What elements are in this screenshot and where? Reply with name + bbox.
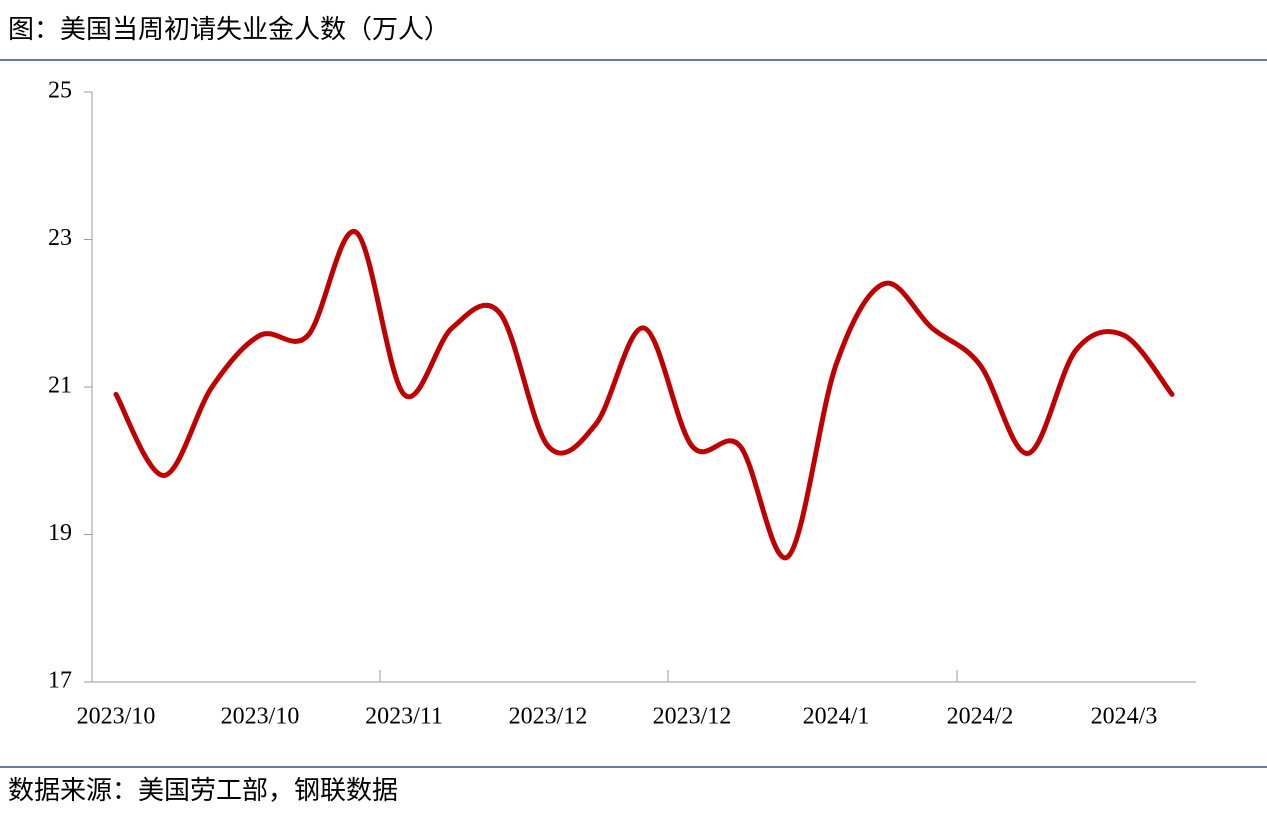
x-tick-label: 2023/12 bbox=[509, 704, 588, 730]
x-tick-label: 2024/2 bbox=[947, 704, 1014, 730]
x-tick-label: 2023/10 bbox=[221, 704, 300, 730]
y-tick-label: 19 bbox=[48, 520, 72, 546]
x-tick-label: 2023/11 bbox=[365, 704, 443, 730]
y-tick-label: 25 bbox=[48, 78, 72, 104]
title: 图：美国当周初请失业金人数（万人） bbox=[8, 15, 450, 44]
source: 数据来源：美国劳工部，钢联数据 bbox=[8, 776, 398, 805]
x-tick-label: 2023/10 bbox=[77, 704, 156, 730]
line-series bbox=[113, 229, 1175, 561]
x-tick-label: 2024/1 bbox=[803, 704, 870, 730]
y-tick-label: 21 bbox=[48, 373, 72, 399]
x-tick-label: 2024/3 bbox=[1091, 704, 1158, 730]
y-tick-label: 17 bbox=[48, 668, 72, 694]
y-tick-label: 23 bbox=[48, 225, 72, 251]
x-tick-label: 2023/12 bbox=[653, 704, 732, 730]
